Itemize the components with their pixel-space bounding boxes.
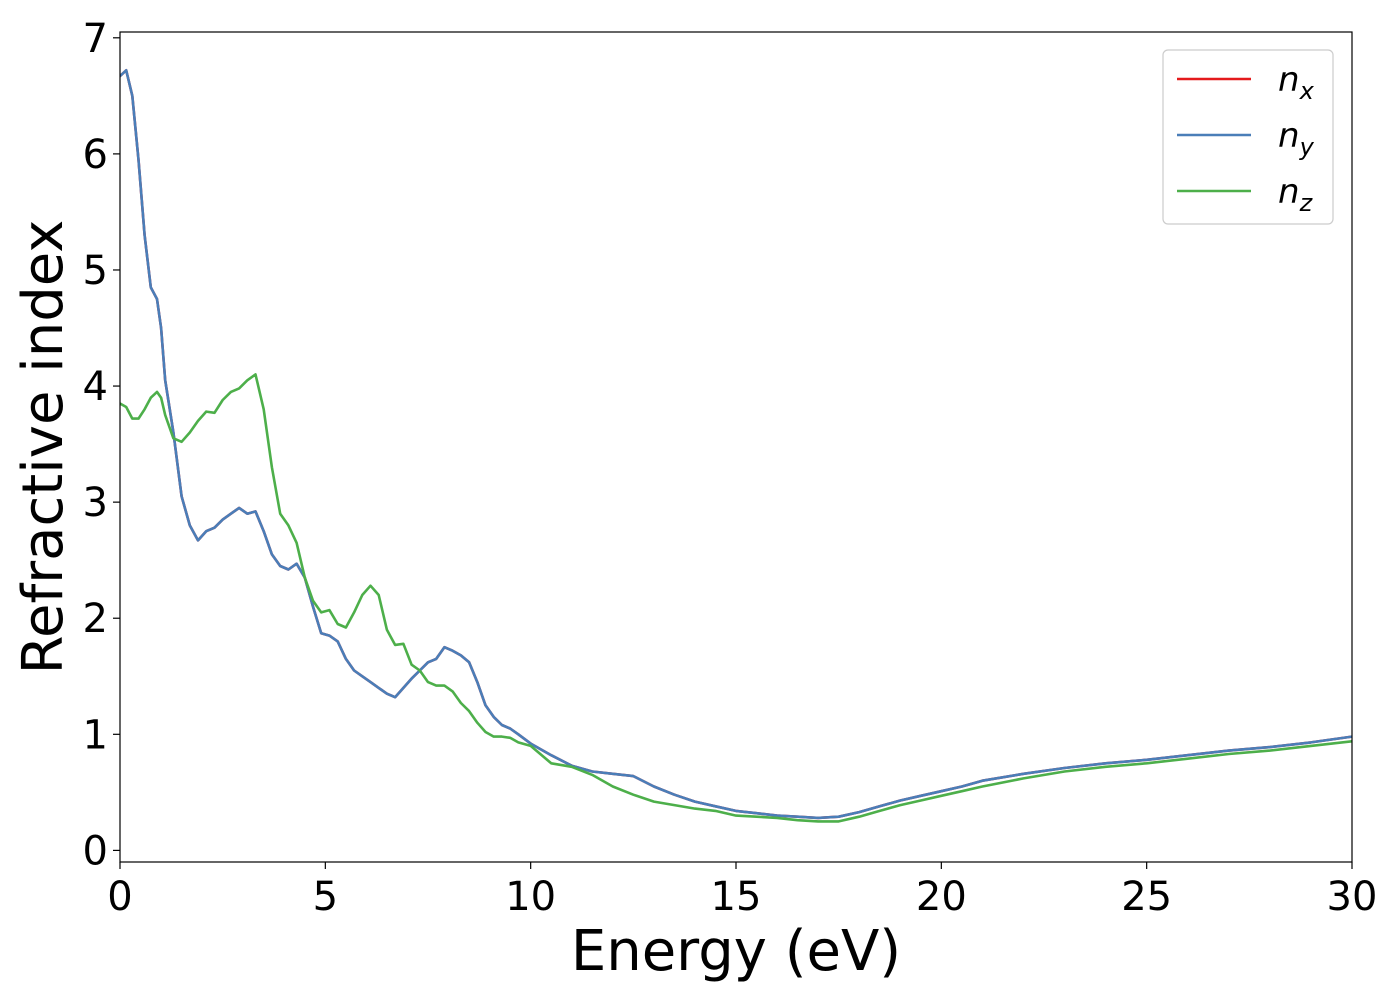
y-tick-label: 0 [83,828,108,874]
y-tick-label: 7 [83,16,108,62]
y-axis: 0 1 2 3 4 5 6 7 [83,16,120,874]
legend-label-y: ny [1278,116,1315,161]
x-tick-label: 5 [313,874,338,920]
x-tick-label: 30 [1327,874,1378,920]
legend-label-z: nz [1278,172,1314,217]
y-tick-label: 6 [83,132,108,178]
y-tick-label: 5 [83,248,108,294]
x-axis-title: Energy (eV) [571,919,901,984]
legend-label-x: nx [1278,60,1315,105]
y-tick-label: 4 [83,364,108,410]
y-axis-title: Refractive index [11,220,76,675]
series-layer [120,69,1352,823]
legend: nx ny nz [1162,49,1334,225]
x-tick-label: 25 [1121,874,1172,920]
x-axis: 0 5 10 15 20 25 30 [107,862,1377,920]
legend-box [1162,49,1334,225]
series-line-z [120,373,1352,823]
x-tick-label: 0 [107,874,132,920]
y-tick-label: 3 [83,480,108,526]
x-tick-label: 20 [916,874,967,920]
y-tick-label: 1 [83,712,108,758]
series-line-y [120,69,1352,820]
y-tick-label: 2 [83,596,108,642]
x-tick-label: 10 [505,874,556,920]
x-tick-label: 15 [711,874,762,920]
